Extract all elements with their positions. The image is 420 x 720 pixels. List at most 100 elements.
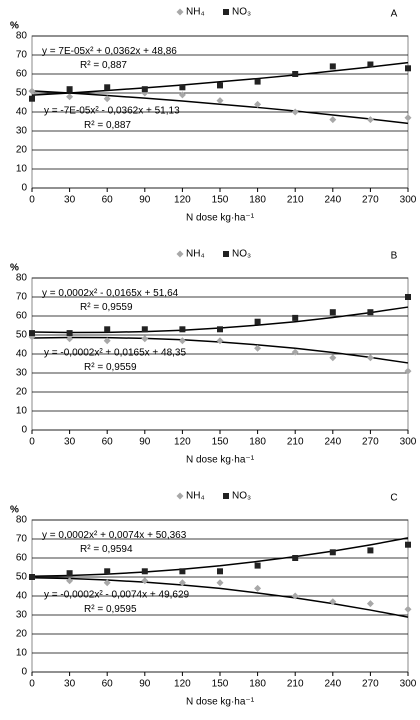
point <box>329 309 336 316</box>
y-tick-label: 70 <box>16 292 28 303</box>
x-tick-label: 240 <box>324 679 341 690</box>
point <box>405 294 411 300</box>
x-tick-label: 60 <box>102 679 114 690</box>
point <box>329 598 337 606</box>
x-tick-label: 30 <box>64 195 76 206</box>
y-tick-label: 50 <box>16 330 28 341</box>
point <box>28 87 36 95</box>
point <box>292 555 299 561</box>
x-tick-label: 30 <box>64 679 76 690</box>
point <box>178 337 186 345</box>
point <box>103 579 111 587</box>
x-tick-label: 270 <box>362 195 379 206</box>
x-tick-label: 120 <box>174 679 191 690</box>
x-tick-label: 150 <box>212 679 229 690</box>
point <box>216 579 224 587</box>
point <box>329 116 337 124</box>
x-tick-label: 150 <box>212 437 229 448</box>
point <box>29 574 35 580</box>
y-tick-label: 60 <box>16 69 28 80</box>
point <box>103 337 111 345</box>
legend-marker <box>176 8 184 16</box>
x-tick-label: 270 <box>362 679 379 690</box>
trend-equation: R² = 0,887 <box>84 120 131 131</box>
x-tick-label: 300 <box>400 437 417 448</box>
y-tick-label: 30 <box>16 368 28 379</box>
y-tick-label: 70 <box>16 534 28 545</box>
y-tick-label: 60 <box>16 311 28 322</box>
x-tick-label: 120 <box>174 437 191 448</box>
x-tick-label: 150 <box>212 195 229 206</box>
panel-label: C <box>390 493 397 504</box>
point <box>141 335 149 343</box>
legend-label: NH₄ <box>186 491 205 502</box>
point <box>367 61 374 68</box>
x-tick-label: 90 <box>139 679 151 690</box>
x-tick-label: 90 <box>139 437 151 448</box>
legend-marker <box>223 9 229 15</box>
x-tick-label: 30 <box>64 437 76 448</box>
point <box>29 330 35 337</box>
y-tick-label: 20 <box>16 629 28 640</box>
x-tick-label: 210 <box>287 437 304 448</box>
point <box>178 579 186 587</box>
point <box>141 326 148 333</box>
point <box>179 326 186 333</box>
point <box>216 97 224 105</box>
trend-equation: R² = 0,9595 <box>84 604 137 615</box>
point <box>405 541 411 548</box>
legend-marker <box>176 492 184 500</box>
x-tick-label: 180 <box>249 195 266 206</box>
y-tick-label: 30 <box>16 126 28 137</box>
trend-equation: y = -0,0002x² - 0,0074x + 49,629 <box>44 590 190 601</box>
y-axis-label: % <box>10 505 19 516</box>
point <box>179 84 186 91</box>
point <box>291 108 299 116</box>
point <box>104 568 111 575</box>
legend-label: NO₃ <box>232 249 251 260</box>
point <box>254 562 261 569</box>
x-tick-label: 180 <box>249 437 266 448</box>
point <box>104 326 111 333</box>
point <box>103 95 111 103</box>
x-axis-label: N dose kg·ha⁻¹ <box>186 455 255 466</box>
y-tick-label: 40 <box>16 107 28 118</box>
panel-label: B <box>391 251 398 262</box>
x-tick-label: 0 <box>29 437 35 448</box>
trend-equation: y = 7E-05x² + 0,0362x + 48,86 <box>42 46 177 57</box>
y-tick-label: 80 <box>16 273 28 284</box>
y-tick-label: 60 <box>16 553 28 564</box>
x-tick-label: 60 <box>102 437 114 448</box>
y-tick-label: 0 <box>21 667 27 678</box>
y-tick-label: 20 <box>16 387 28 398</box>
y-axis-label: % <box>10 263 19 274</box>
point <box>217 326 223 333</box>
point <box>141 86 148 93</box>
trend-equation: y = -7E-05x² - 0,0362x + 51,13 <box>44 106 180 117</box>
point <box>366 116 374 124</box>
y-tick-label: 0 <box>21 425 27 436</box>
point <box>404 367 412 375</box>
legend-marker <box>176 250 184 258</box>
point <box>254 318 261 325</box>
point <box>217 568 223 575</box>
point <box>366 354 374 362</box>
point <box>66 330 73 337</box>
trend-equation: y = -0,0002x² + 0,0165x + 48,35 <box>44 348 186 359</box>
y-tick-label: 70 <box>16 50 28 61</box>
x-axis-label: N dose kg·ha⁻¹ <box>186 213 255 224</box>
point <box>217 82 223 89</box>
point <box>254 100 262 108</box>
x-tick-label: 0 <box>29 195 35 206</box>
point <box>405 65 411 72</box>
y-tick-label: 40 <box>16 349 28 360</box>
point <box>254 344 262 352</box>
x-tick-label: 0 <box>29 679 35 690</box>
x-tick-label: 90 <box>139 195 151 206</box>
trend-equation: y = 0,0002x² + 0,0074x + 50,363 <box>42 530 187 541</box>
trend-equation: R² = 0,887 <box>80 60 127 71</box>
x-tick-label: 300 <box>400 195 417 206</box>
legend-label: NO₃ <box>232 491 251 502</box>
point <box>179 568 186 575</box>
